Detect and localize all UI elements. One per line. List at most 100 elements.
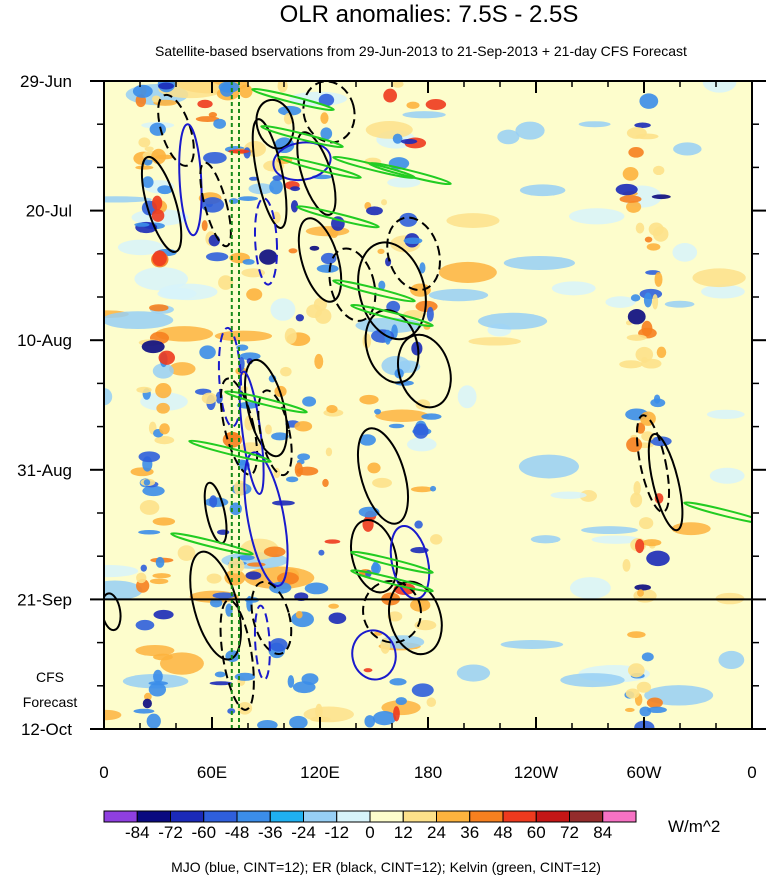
field-patch	[132, 84, 153, 98]
kelvin-contour	[251, 87, 335, 112]
field-patch	[117, 239, 164, 256]
field-patch	[203, 151, 227, 164]
field-patch	[144, 146, 154, 152]
field-patch	[142, 485, 165, 497]
field-patch	[633, 481, 641, 496]
colorbar-level-label: 48	[494, 823, 513, 842]
colorbar-swatch	[602, 810, 637, 823]
field-patch	[403, 237, 423, 245]
field-patch	[272, 500, 295, 506]
field-patch	[641, 652, 654, 662]
field-patch	[247, 562, 266, 567]
wave-contour	[253, 604, 271, 681]
y-tick-label: 31-Aug	[17, 461, 72, 480]
field-patch	[149, 304, 169, 312]
field-patch	[156, 402, 170, 414]
field-patch	[265, 424, 272, 435]
colorbar-level-label: -72	[158, 823, 183, 842]
field-patch	[633, 588, 657, 603]
colorbar-level-label: 24	[427, 823, 446, 842]
field-patch	[152, 573, 171, 579]
field-patch	[456, 664, 491, 682]
field-patch	[197, 99, 213, 109]
wave-contour	[140, 155, 183, 253]
field-patch	[205, 252, 229, 262]
wave-contour	[257, 389, 293, 477]
field-patch	[149, 122, 166, 136]
field-patch	[141, 340, 165, 354]
field-patch	[701, 284, 745, 299]
field-patch	[638, 517, 654, 530]
field-patch	[406, 101, 420, 109]
field-patch	[157, 185, 173, 195]
kelvin-contour	[224, 390, 308, 414]
field-patch	[248, 176, 259, 181]
kelvin-contour	[260, 124, 344, 149]
field-patch	[209, 495, 218, 508]
field-patch	[411, 341, 423, 356]
field-patch	[622, 558, 631, 572]
field-patch	[289, 715, 308, 729]
field-patch	[635, 222, 645, 234]
colorbar-swatch	[303, 810, 338, 823]
field-patch	[410, 486, 434, 493]
field-patch	[210, 598, 223, 608]
field-patch	[295, 610, 303, 619]
field-patch	[630, 294, 641, 302]
field-patch	[426, 697, 437, 708]
colorbar-units: W/m^2	[668, 817, 720, 836]
colorbar-swatch	[469, 810, 504, 823]
kelvin-contour	[350, 550, 434, 574]
field-patch	[135, 165, 154, 170]
field-patch	[378, 280, 386, 291]
field-patch	[277, 81, 288, 93]
field-patch	[168, 362, 196, 376]
colorbar-swatch	[569, 810, 604, 823]
field-patch	[288, 248, 298, 254]
field-patch	[647, 706, 667, 713]
field-patch	[406, 437, 437, 452]
x-tick-label: 60E	[197, 763, 227, 782]
field-patch	[314, 353, 324, 370]
field-patch	[371, 561, 380, 574]
field-patch	[326, 405, 338, 414]
field-patch	[619, 195, 642, 203]
field-patch	[144, 692, 152, 701]
wave-contour	[351, 629, 397, 681]
colorbar-swatch	[203, 810, 238, 823]
field-patch	[664, 300, 695, 308]
field-patch	[263, 546, 286, 558]
colorbar-level-label: -84	[125, 823, 150, 842]
field-patch	[380, 635, 425, 649]
y-tick-label: 21-Sep	[17, 590, 72, 609]
x-tick-label: 120E	[300, 763, 340, 782]
field-patch	[302, 396, 317, 407]
field-patch	[158, 82, 174, 90]
field-patch	[286, 476, 299, 483]
field-patch	[318, 549, 325, 556]
field-patch	[365, 121, 413, 139]
field-patch	[358, 434, 376, 446]
field-patch	[393, 706, 400, 722]
field-patch	[151, 95, 161, 103]
colorbar-swatch	[502, 810, 537, 823]
chart-subtitle: Satellite-based bservations from 29-Jun-…	[155, 43, 687, 59]
field-patch	[212, 592, 235, 599]
field-patch	[392, 133, 403, 144]
field-patch	[134, 222, 150, 227]
field-patch	[325, 447, 333, 457]
field-patch	[153, 653, 173, 661]
field-patch	[290, 200, 299, 213]
field-patch	[153, 669, 163, 684]
field-patch	[383, 88, 398, 103]
field-patch	[136, 572, 147, 584]
field-patch	[324, 539, 341, 544]
field-patch	[457, 385, 477, 409]
field-patch	[497, 129, 520, 145]
field-patch	[149, 578, 169, 585]
wave-contour	[328, 247, 377, 322]
field-patch	[653, 165, 665, 176]
field-patch	[238, 196, 259, 201]
field-patch	[291, 611, 314, 628]
